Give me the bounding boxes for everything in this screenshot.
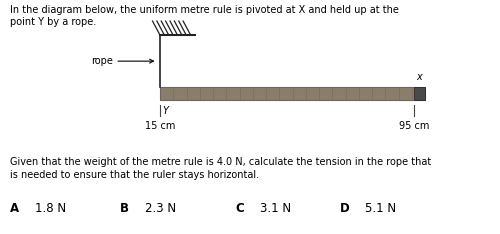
Text: B: B xyxy=(120,202,129,215)
Text: C: C xyxy=(235,202,244,215)
Text: Given that the weight of the metre rule is 4.0 N, calculate the tension in the r: Given that the weight of the metre rule … xyxy=(10,157,431,179)
Text: 5.1 N: 5.1 N xyxy=(365,202,396,215)
Bar xyxy=(414,87,425,100)
Text: 15 cm: 15 cm xyxy=(145,121,175,131)
Text: D: D xyxy=(340,202,350,215)
Text: A: A xyxy=(10,202,19,215)
Text: Y: Y xyxy=(162,106,168,116)
Text: rope: rope xyxy=(90,56,154,66)
Text: 95 cm: 95 cm xyxy=(399,121,429,131)
Bar xyxy=(160,87,425,100)
Text: 2.3 N: 2.3 N xyxy=(145,202,176,215)
Text: In the diagram below, the uniform metre rule is pivoted at X and held up at the
: In the diagram below, the uniform metre … xyxy=(10,5,399,27)
Text: 1.8 N: 1.8 N xyxy=(35,202,66,215)
Text: 3.1 N: 3.1 N xyxy=(260,202,291,215)
Text: x: x xyxy=(416,73,422,83)
